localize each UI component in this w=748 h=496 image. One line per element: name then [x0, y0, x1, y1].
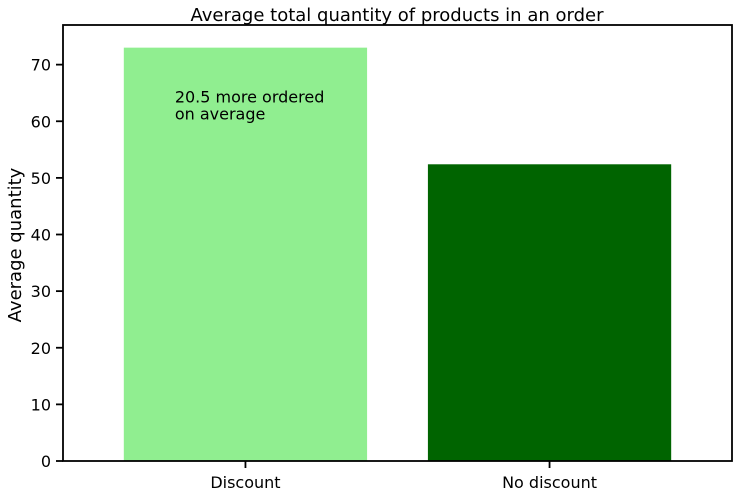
bar-no-discount — [427, 164, 672, 461]
plot-frame — [62, 24, 733, 462]
y-tick-label: 40 — [31, 226, 51, 245]
bars-group — [123, 47, 672, 461]
annotation-line: 20.5 more ordered — [175, 88, 325, 107]
y-axis-label: Average quantity — [5, 167, 26, 322]
x-tick-label: Discount — [210, 473, 280, 492]
y-tick-label: 50 — [31, 169, 51, 188]
y-tick-label: 20 — [31, 339, 51, 358]
y-axis: 0 10 20 30 40 50 60 70 — [31, 56, 63, 471]
chart-title: Average total quantity of products in an… — [191, 5, 605, 26]
y-tick-label: 30 — [31, 282, 51, 301]
y-tick-label: 70 — [31, 56, 51, 75]
x-tick-label: No discount — [502, 473, 597, 492]
y-tick-label: 0 — [41, 452, 51, 471]
bar-discount — [123, 47, 368, 461]
x-axis: Discount No discount — [210, 461, 597, 492]
y-tick-label: 60 — [31, 112, 51, 131]
annotation-line: on average — [175, 105, 266, 124]
y-tick-label: 10 — [31, 395, 51, 414]
